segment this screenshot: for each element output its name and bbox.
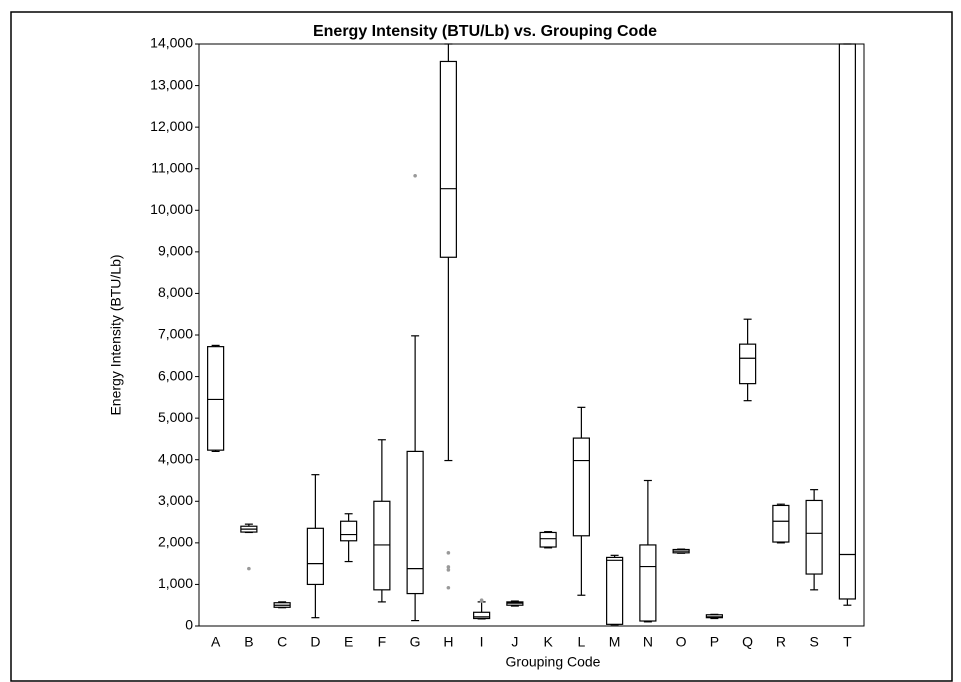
box: [639, 544, 657, 622]
y-tick-label: 12,000: [150, 118, 193, 134]
box: [207, 346, 225, 451]
y-tick-label: 3,000: [158, 492, 193, 508]
outlier: [446, 565, 451, 569]
x-tick-label: R: [776, 634, 786, 650]
box: [473, 611, 491, 620]
box: [838, 43, 856, 600]
plot-border: [198, 43, 865, 627]
outlier: [247, 566, 251, 571]
y-tick-label: 0: [185, 617, 193, 633]
x-tick-label: E: [344, 634, 353, 650]
box: [572, 437, 590, 537]
outlier: [479, 599, 484, 603]
x-tick-label: P: [710, 634, 719, 650]
y-tick-label: 9,000: [158, 243, 193, 259]
x-tick-label: B: [244, 634, 253, 650]
x-tick-label: D: [310, 634, 320, 650]
box: [705, 614, 723, 619]
y-tick-label: 13,000: [150, 76, 193, 92]
y-tick-label: 4,000: [158, 450, 193, 466]
box: [606, 556, 624, 625]
x-tick-label: S: [809, 634, 818, 650]
y-tick-label: 6,000: [158, 367, 193, 383]
y-axis-label: Energy Intensity (BTU/Lb): [108, 254, 124, 415]
x-tick-label: F: [378, 634, 387, 650]
frame: [10, 11, 953, 682]
x-tick-label: L: [577, 634, 585, 650]
x-tick-label: C: [277, 634, 287, 650]
x-tick-label: J: [511, 634, 518, 650]
x-tick-label: M: [609, 634, 621, 650]
box: [539, 531, 557, 548]
box: [439, 60, 457, 258]
y-tick-label: 10,000: [150, 201, 193, 217]
outlier: [413, 173, 417, 178]
box: [772, 504, 790, 543]
y-tick-label: 5,000: [158, 409, 193, 425]
box: [739, 343, 757, 385]
box: [805, 499, 823, 575]
box: [373, 500, 391, 591]
y-tick-label: 11,000: [151, 159, 193, 175]
y-tick-label: 1,000: [158, 575, 193, 591]
outlier: [446, 585, 451, 590]
x-tick-label: H: [443, 634, 453, 650]
x-tick-label: A: [211, 634, 221, 650]
x-tick-label: N: [643, 634, 653, 650]
chart-title: Energy Intensity (BTU/Lb) vs. Grouping C…: [313, 23, 657, 40]
y-tick-label: 14,000: [150, 35, 193, 51]
y-tick-label: 7,000: [158, 326, 193, 342]
y-tick-label: 2,000: [158, 534, 193, 550]
outlier: [446, 568, 451, 572]
box: [340, 520, 358, 542]
y-tick-label: 8,000: [158, 284, 193, 300]
x-axis-label: Grouping Code: [506, 654, 601, 670]
x-tick-label: K: [543, 634, 553, 650]
x-tick-label: Q: [742, 634, 753, 650]
box: [306, 527, 324, 586]
x-tick-label: T: [843, 634, 852, 650]
outlier: [446, 551, 451, 555]
x-tick-label: G: [410, 634, 421, 650]
x-tick-label: O: [676, 634, 687, 650]
box: [406, 450, 424, 595]
x-tick-label: I: [480, 634, 484, 650]
